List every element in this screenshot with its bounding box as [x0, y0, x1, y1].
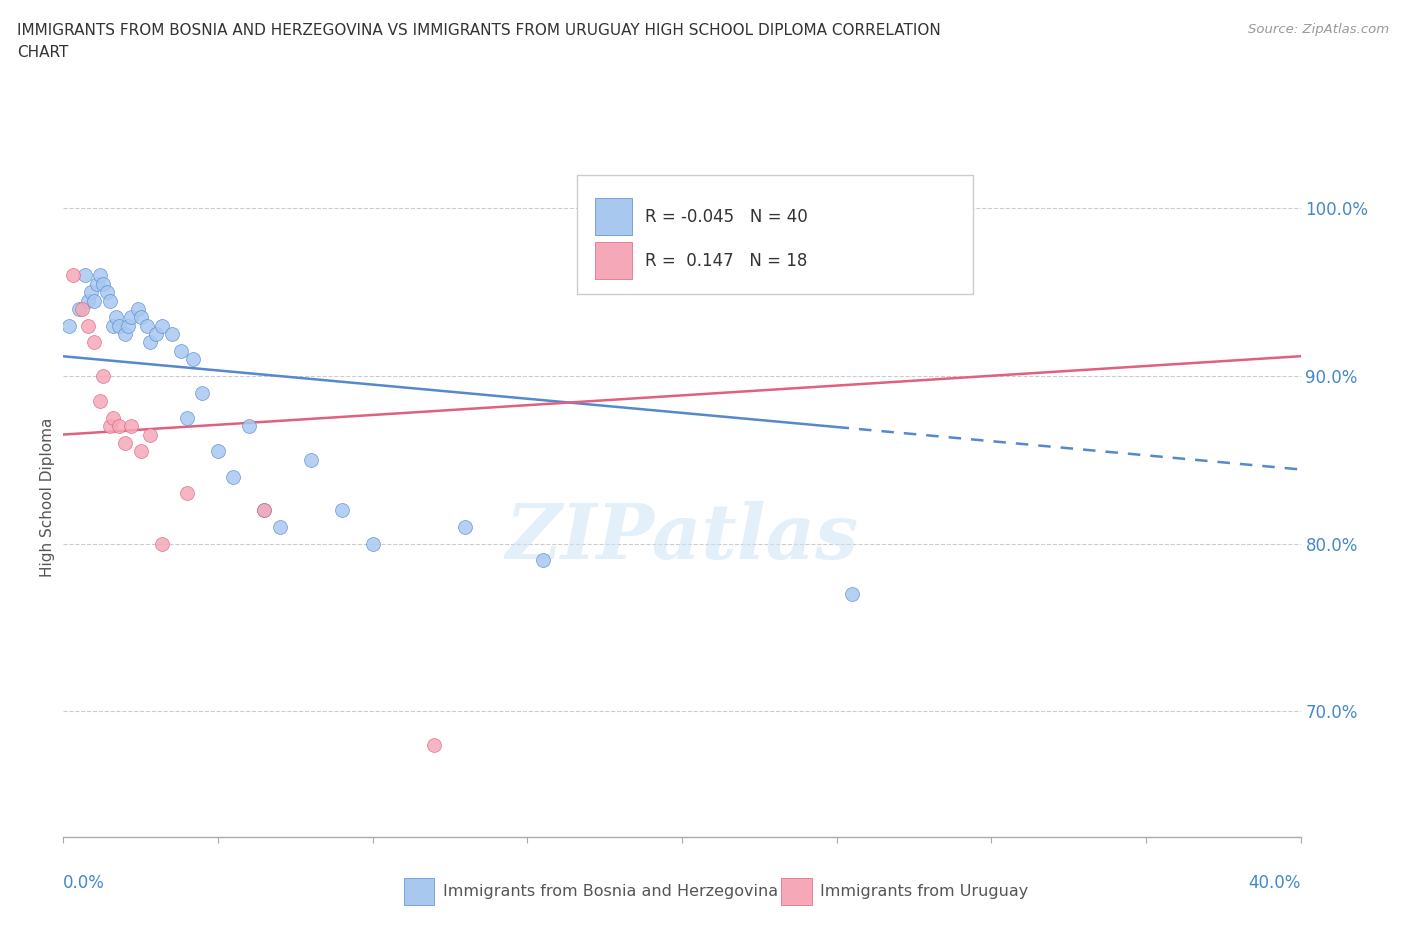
Point	[139, 427, 162, 442]
Text: CHART: CHART	[17, 45, 69, 60]
Point	[73, 268, 96, 283]
Point	[101, 318, 124, 333]
Text: IMMIGRANTS FROM BOSNIA AND HERZEGOVINA VS IMMIGRANTS FROM URUGUAY HIGH SCHOOL DI: IMMIGRANTS FROM BOSNIA AND HERZEGOVINA V…	[17, 23, 941, 38]
Point	[120, 310, 142, 325]
FancyBboxPatch shape	[576, 175, 973, 294]
Point	[86, 276, 108, 291]
Point	[120, 418, 142, 433]
Text: Source: ZipAtlas.com: Source: ZipAtlas.com	[1249, 23, 1389, 36]
Point	[150, 537, 173, 551]
Point	[114, 326, 136, 341]
Text: Immigrants from Bosnia and Herzegovina: Immigrants from Bosnia and Herzegovina	[443, 884, 779, 898]
Point	[83, 335, 105, 350]
Point	[176, 410, 198, 425]
Point	[83, 293, 105, 308]
FancyBboxPatch shape	[404, 878, 434, 905]
Point	[160, 326, 183, 341]
Point	[253, 503, 276, 518]
Point	[361, 537, 384, 551]
Point	[330, 503, 353, 518]
Point	[77, 293, 100, 308]
Point	[93, 368, 115, 383]
Point	[98, 293, 121, 308]
Point	[77, 318, 100, 333]
FancyBboxPatch shape	[780, 878, 811, 905]
Point	[108, 318, 131, 333]
Point	[176, 485, 198, 500]
Point	[423, 737, 446, 752]
Point	[454, 520, 477, 535]
Point	[98, 418, 121, 433]
Point	[269, 520, 291, 535]
Point	[58, 318, 80, 333]
Point	[101, 410, 124, 425]
Text: 40.0%: 40.0%	[1249, 874, 1301, 892]
Text: Immigrants from Uruguay: Immigrants from Uruguay	[821, 884, 1029, 898]
Point	[181, 352, 204, 366]
Point	[117, 318, 139, 333]
Point	[129, 444, 152, 458]
Text: 0.0%: 0.0%	[63, 874, 105, 892]
FancyBboxPatch shape	[595, 242, 633, 279]
Point	[89, 268, 111, 283]
Text: R =  0.147   N = 18: R = 0.147 N = 18	[645, 252, 807, 270]
Point	[207, 444, 229, 458]
Point	[67, 301, 90, 316]
Point	[62, 268, 84, 283]
Point	[531, 553, 554, 568]
Point	[108, 418, 131, 433]
Point	[145, 326, 167, 341]
Point	[841, 587, 863, 602]
Point	[70, 301, 93, 316]
Point	[253, 503, 276, 518]
Point	[114, 435, 136, 450]
Point	[139, 335, 162, 350]
FancyBboxPatch shape	[595, 198, 633, 235]
Text: R = -0.045   N = 40: R = -0.045 N = 40	[645, 207, 807, 226]
Point	[104, 310, 127, 325]
Point	[129, 310, 152, 325]
Point	[191, 385, 214, 400]
Point	[93, 276, 115, 291]
Point	[238, 418, 260, 433]
Point	[89, 393, 111, 408]
Point	[127, 301, 149, 316]
Point	[170, 343, 193, 358]
Point	[80, 285, 103, 299]
Point	[150, 318, 173, 333]
Y-axis label: High School Diploma: High School Diploma	[39, 418, 55, 578]
Point	[299, 452, 322, 467]
Point	[96, 285, 118, 299]
Text: ZIPatlas: ZIPatlas	[505, 501, 859, 576]
Point	[135, 318, 157, 333]
Point	[222, 469, 245, 484]
